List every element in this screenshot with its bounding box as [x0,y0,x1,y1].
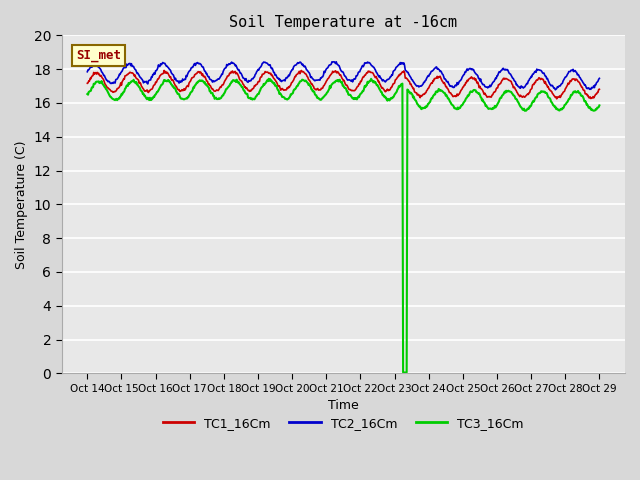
TC1_16Cm [596,86,604,92]
Line: TC3_16Cm: TC3_16Cm [87,79,600,372]
TC2_16Cm [436,69,444,74]
TC1_16Cm [386,87,394,93]
TC2_16Cm [549,84,557,90]
Text: SI_met: SI_met [76,49,121,62]
TC2_16Cm [83,69,91,74]
TC3_16Cm [265,76,273,82]
Legend: TC1_16Cm, TC2_16Cm, TC3_16Cm: TC1_16Cm, TC2_16Cm, TC3_16Cm [158,412,529,435]
TC3_16Cm [83,91,91,97]
Line: TC1_16Cm: TC1_16Cm [87,71,600,99]
TC1_16Cm [219,82,227,88]
TC3_16Cm [386,97,394,103]
TC2_16Cm [552,87,559,93]
TC3_16Cm [437,87,445,93]
TC1_16Cm [553,96,561,102]
Line: TC2_16Cm: TC2_16Cm [87,62,600,90]
TC2_16Cm [330,59,338,65]
TC1_16Cm [83,80,91,86]
TC1_16Cm [336,72,344,78]
TC2_16Cm [336,65,344,71]
TC2_16Cm [386,75,394,81]
TC1_16Cm [196,69,204,75]
TC3_16Cm [196,77,204,83]
TC3_16Cm [336,77,344,83]
TC3_16Cm [596,103,604,108]
TC3_16Cm [218,94,225,99]
Title: Soil Temperature at -16cm: Soil Temperature at -16cm [229,15,458,30]
TC2_16Cm [218,72,225,77]
TC2_16Cm [596,75,604,81]
TC3_16Cm [550,103,557,108]
Y-axis label: Soil Temperature (C): Soil Temperature (C) [15,140,28,269]
TC2_16Cm [196,60,204,66]
TC1_16Cm [436,73,444,79]
TC3_16Cm [399,370,407,375]
X-axis label: Time: Time [328,399,359,412]
TC1_16Cm [549,91,557,97]
TC1_16Cm [160,68,168,73]
